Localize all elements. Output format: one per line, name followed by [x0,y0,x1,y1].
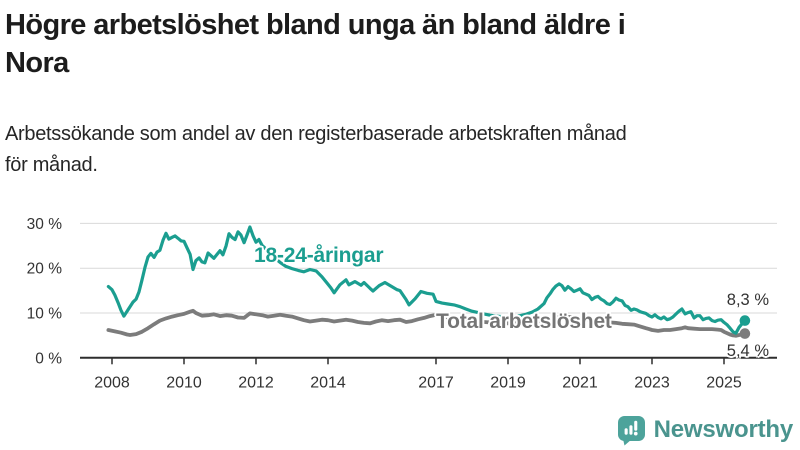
page-title: Högre arbetslöshet bland unga än bland ä… [5,6,797,82]
title-line-1: Högre arbetslöshet bland unga än bland ä… [5,9,626,41]
x-tick-label: 2021 [562,375,598,392]
end-value-label-total: 5,4 % [726,342,769,360]
title-line-2: Nora [5,47,69,79]
x-tick-label: 2019 [490,375,526,392]
x-tick-label: 2012 [238,375,274,392]
series-line-total [106,308,747,338]
x-tick-label: 2010 [166,375,202,392]
newsworthy-logo: Newsworthy [617,413,793,447]
x-tick-label: 2014 [310,375,346,392]
series-label-total: Total arbetslöshet [436,310,612,333]
series-label-18-24: 18-24-åringar [254,244,384,267]
subtitle-line-1: Arbetssökande som andel av den registerb… [5,123,627,145]
x-tick-label: 2023 [634,375,670,392]
end-value-label-18-24: 8,3 % [726,291,769,309]
series-end-dot-total [739,328,751,339]
subtitle-line-2: för månad. [5,154,98,176]
x-tick-label: 2017 [418,375,454,392]
chart-subtitle: Arbetssökande som andel av den registerb… [5,119,797,181]
x-tick-label: 2008 [94,375,130,392]
series-end-dot-18-24 [739,315,751,326]
newsworthy-icon [617,415,645,445]
y-tick-label: 10 % [27,306,63,323]
y-tick-label: 30 % [27,216,63,233]
x-tick-label: 2025 [706,375,742,392]
series-line-18-24 [106,225,747,335]
newsworthy-wordmark: Newsworthy [653,416,794,443]
y-tick-label: 0 % [35,350,62,367]
y-tick-label: 20 % [27,261,63,278]
